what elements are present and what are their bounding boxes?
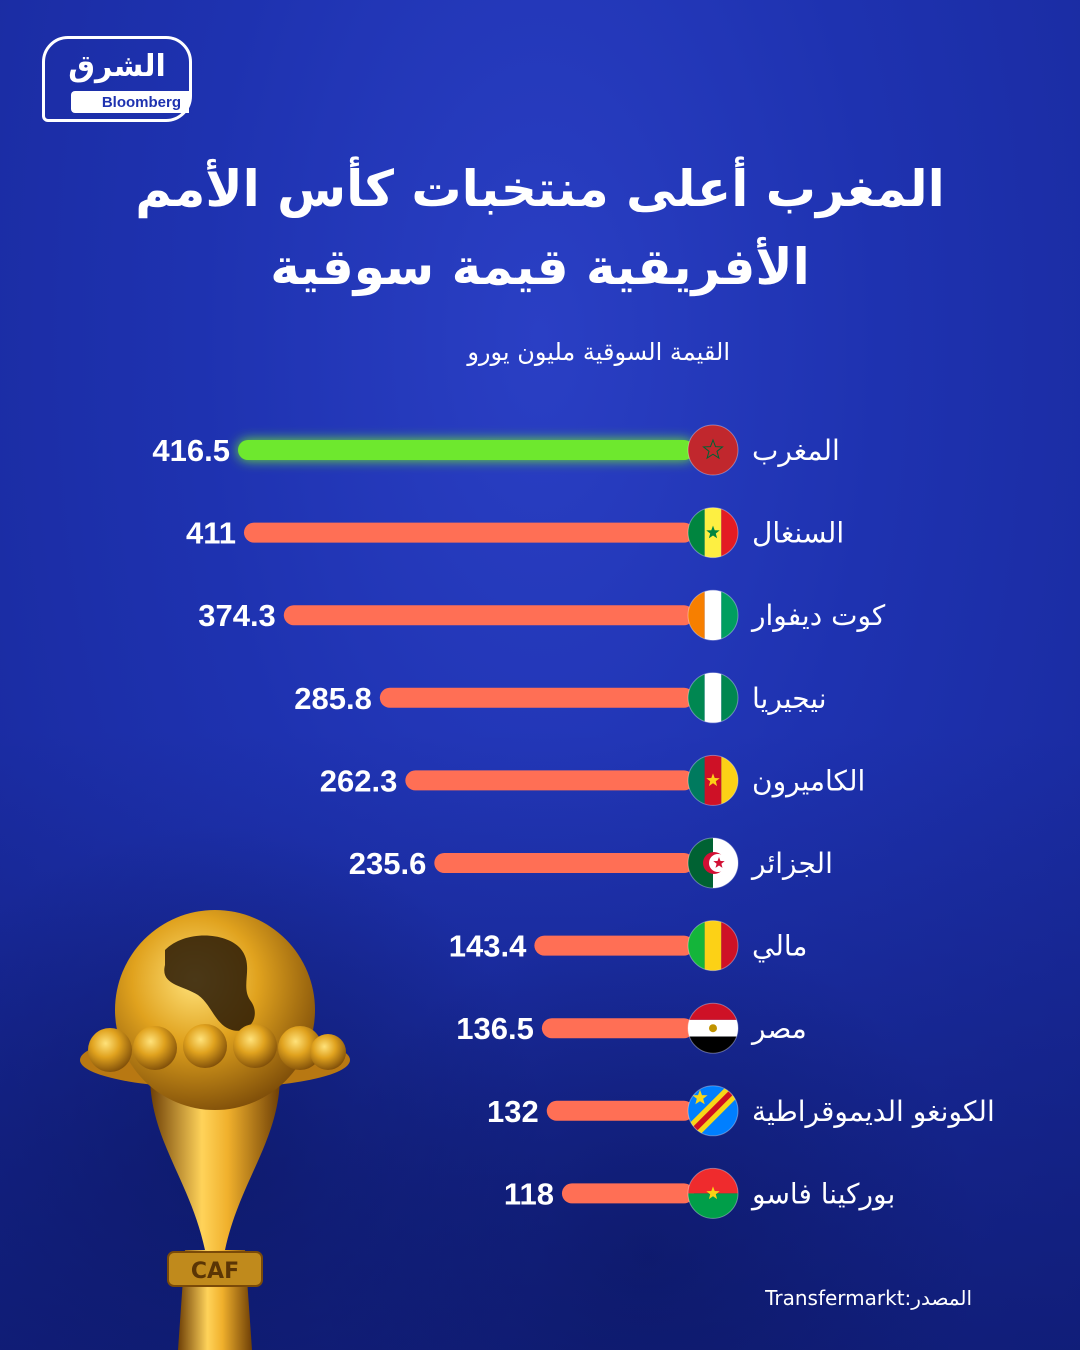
bar [546, 1100, 694, 1121]
trophy-caf-text: CAF [191, 1259, 239, 1284]
mali-flag-icon [687, 920, 739, 972]
value-label: 411 [186, 516, 236, 551]
chart-subtitle: القيمة السوقية مليون يورو [467, 338, 730, 366]
bars-layer: 416.5 المغرب 411 السنغال 374.3 كوت ديفوار 285.… [152, 424, 995, 1219]
afcon-trophy-image: CAF [80, 910, 350, 1350]
category-label: كوت ديفوار [750, 599, 886, 632]
bar [541, 1018, 694, 1039]
bar [534, 935, 694, 956]
category-label: نيجيريا [752, 682, 827, 715]
algeria-flag-icon [687, 837, 739, 889]
ivory-coast-flag-icon [687, 589, 739, 641]
bar [243, 522, 694, 543]
dr-congo-flag-icon [687, 1085, 739, 1137]
morocco-flag-icon [687, 424, 739, 476]
bar [434, 853, 694, 873]
logo-arabic-text: الشرق [68, 49, 166, 84]
cameroon-flag-icon [687, 754, 739, 806]
logo-english-text: Bloomberg [101, 94, 181, 111]
bar [405, 770, 694, 791]
category-label: الكونغو الديموقراطية [752, 1095, 995, 1128]
source-note: المصدر:Transfermarkt [765, 1286, 972, 1310]
bar [238, 440, 694, 460]
value-label: 136.5 [456, 1011, 534, 1046]
category-label: الكاميرون [752, 764, 865, 797]
value-label: 132 [487, 1094, 539, 1129]
egypt-flag-icon [687, 1002, 739, 1054]
category-label: المغرب [752, 434, 840, 467]
value-label: 262.3 [320, 763, 398, 798]
bar [379, 687, 694, 708]
value-label: 285.8 [294, 681, 372, 716]
bar [283, 605, 694, 626]
value-label: 416.5 [152, 433, 230, 468]
category-label: السنغال [752, 517, 844, 550]
chart-title: المغرب أعلى منتخبات كأس الأمم الأفريقية … [135, 160, 945, 296]
asharq-bloomberg-logo: الشرق Bloomberg [42, 36, 192, 122]
value-label: 143.4 [449, 929, 527, 964]
category-label: مالي [752, 930, 807, 963]
category-label: مصر [750, 1012, 807, 1045]
value-label: 374.3 [198, 598, 276, 633]
nigeria-flag-icon [687, 672, 739, 724]
category-label: بوركينا فاسو [750, 1177, 895, 1210]
category-label: الجزائر [750, 847, 833, 880]
value-label: 235.6 [349, 846, 427, 881]
senegal-flag-icon [687, 507, 739, 559]
logo-bar [71, 91, 189, 113]
burkina-faso-flag-icon [687, 1167, 739, 1219]
value-label: 118 [504, 1176, 554, 1211]
bar [561, 1183, 694, 1204]
